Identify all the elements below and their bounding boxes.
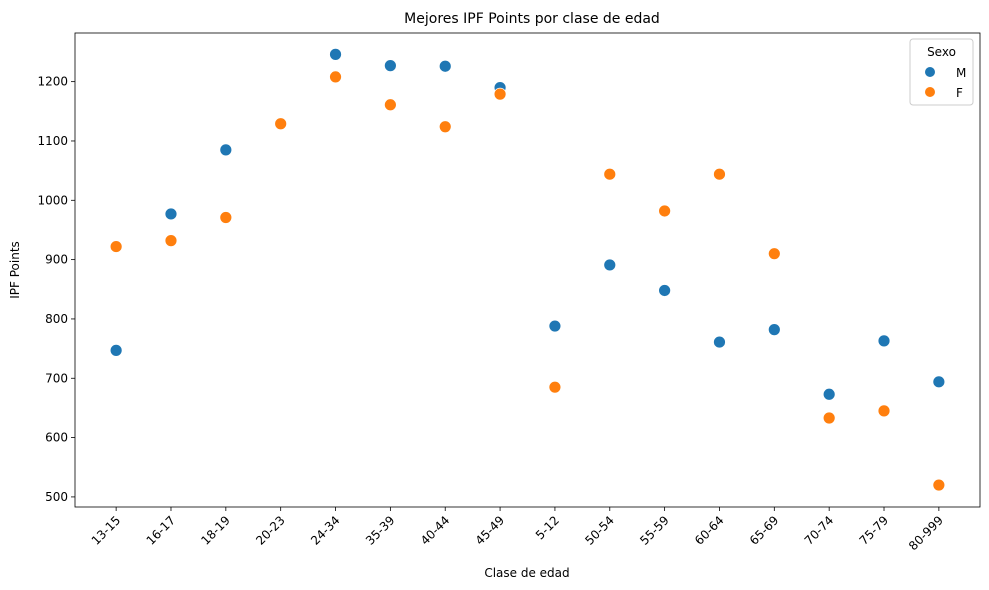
legend-label-m: M xyxy=(956,66,966,80)
x-tick-label: 75-79 xyxy=(857,513,892,548)
x-tick-label: 20-23 xyxy=(253,513,288,548)
legend-box xyxy=(909,38,974,106)
x-tick-label: 24-34 xyxy=(308,513,343,548)
x-tick-label: 80-999 xyxy=(906,513,946,553)
x-tick-label: 13-15 xyxy=(89,513,124,548)
point-f xyxy=(713,167,726,181)
y-axis: 500 600 700 800 900 1000 1100 1200 xyxy=(37,75,75,504)
point-f xyxy=(329,70,342,84)
chart-title: Mejores IPF Points por clase de edad xyxy=(404,11,660,27)
point-m xyxy=(877,334,891,348)
point-m xyxy=(219,143,233,157)
x-axis: 13-15 16-17 18-19 20-23 24-34 35-39 40-44 45-49… xyxy=(89,507,946,553)
x-tick-label: 65-69 xyxy=(747,513,782,548)
point-m xyxy=(713,335,726,349)
point-f xyxy=(274,117,288,131)
y-tick-label: 900 xyxy=(45,253,68,267)
y-tick-label: 600 xyxy=(45,431,68,445)
legend-marker-f xyxy=(925,87,935,97)
point-f xyxy=(493,87,507,101)
plot-area xyxy=(74,32,981,508)
x-tick-label: 16-17 xyxy=(144,513,179,548)
point-f xyxy=(603,167,617,181)
y-tick-label: 1200 xyxy=(37,75,68,89)
point-f xyxy=(658,204,672,218)
point-f xyxy=(548,380,562,394)
x-tick-label: 18-19 xyxy=(198,513,233,548)
legend-marker-m xyxy=(925,67,935,77)
x-tick-label: 55-59 xyxy=(637,513,672,548)
point-f xyxy=(383,98,397,112)
point-m xyxy=(932,375,946,389)
x-tick-label: 60-64 xyxy=(692,513,727,548)
x-tick-label: 40-44 xyxy=(418,513,453,548)
point-f xyxy=(822,411,836,425)
x-tick-label: 50-54 xyxy=(582,513,617,548)
point-m xyxy=(767,323,781,337)
point-m xyxy=(603,258,617,272)
x-tick-label: 5-12 xyxy=(533,513,562,542)
x-tick-label: 35-39 xyxy=(363,513,398,548)
point-f xyxy=(932,478,946,492)
point-m xyxy=(109,343,123,357)
point-m xyxy=(164,207,178,221)
plot-frame xyxy=(74,32,981,508)
y-tick-label: 800 xyxy=(45,312,68,326)
legend-title: Sexo xyxy=(927,45,956,59)
y-tick-label: 700 xyxy=(45,371,68,385)
x-axis-label: Clase de edad xyxy=(484,566,569,580)
point-f xyxy=(438,120,452,134)
point-m xyxy=(438,59,452,73)
x-tick-label: 45-49 xyxy=(473,513,508,548)
point-f xyxy=(164,234,178,248)
point-m xyxy=(548,319,562,333)
point-f xyxy=(219,211,233,224)
point-f xyxy=(877,404,891,418)
point-f xyxy=(109,240,123,253)
point-f xyxy=(767,247,781,261)
data-points xyxy=(109,47,946,492)
y-tick-label: 1100 xyxy=(37,134,68,148)
point-m xyxy=(658,284,672,297)
point-m xyxy=(822,387,836,401)
legend-label-f: F xyxy=(956,86,963,100)
y-tick-label: 500 xyxy=(45,490,68,504)
point-m xyxy=(329,47,342,61)
y-axis-label: IPF Points xyxy=(8,241,22,299)
y-tick-label: 1000 xyxy=(37,193,68,207)
x-tick-label: 70-74 xyxy=(802,513,837,548)
point-m xyxy=(383,59,397,73)
